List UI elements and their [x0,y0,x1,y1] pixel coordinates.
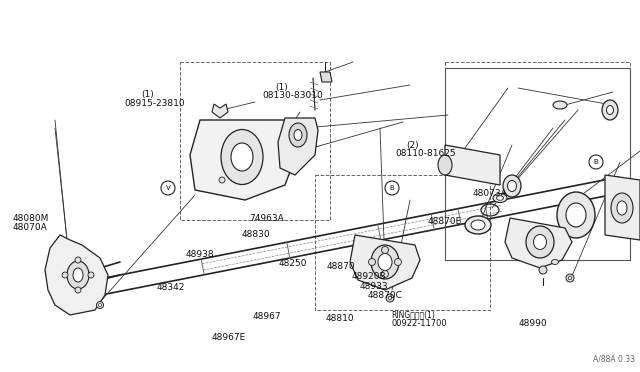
Text: 08915-23810: 08915-23810 [125,99,186,108]
Text: (2): (2) [406,141,419,150]
Ellipse shape [386,294,394,302]
Ellipse shape [378,253,392,270]
Text: V: V [166,185,170,191]
Ellipse shape [557,192,595,238]
Polygon shape [320,72,332,82]
Text: (1): (1) [275,83,288,92]
Polygon shape [212,104,228,118]
Ellipse shape [607,106,614,115]
Text: 08110-81625: 08110-81625 [396,149,456,158]
Text: 48870E: 48870E [428,217,462,226]
Text: 48938: 48938 [186,250,214,259]
Ellipse shape [371,245,399,279]
Ellipse shape [75,257,81,263]
Ellipse shape [503,175,521,197]
Ellipse shape [231,143,253,171]
Ellipse shape [534,234,547,250]
Text: 48933: 48933 [360,282,388,291]
Ellipse shape [381,270,388,278]
Ellipse shape [526,226,554,258]
Text: 48342: 48342 [157,283,185,292]
Ellipse shape [497,196,504,200]
Ellipse shape [602,100,618,120]
Text: 48080M: 48080M [13,214,49,223]
Ellipse shape [553,101,567,109]
Text: 48870C: 48870C [368,291,403,300]
Text: 48073A: 48073A [472,189,507,198]
Text: 48810: 48810 [325,314,354,323]
Ellipse shape [508,180,516,192]
Text: 48830: 48830 [242,230,271,239]
Text: B: B [390,185,394,191]
Ellipse shape [568,276,572,280]
Ellipse shape [566,203,586,227]
Text: (1): (1) [141,90,154,99]
Ellipse shape [493,193,507,202]
Text: A/88A 0.33: A/88A 0.33 [593,355,635,364]
Polygon shape [605,175,640,240]
Text: RINGリング(1): RINGリング(1) [392,310,436,319]
Polygon shape [278,118,318,175]
Text: B: B [594,159,598,165]
Ellipse shape [219,177,225,183]
Text: 48250: 48250 [278,259,307,267]
Text: 00922-11700: 00922-11700 [392,319,447,328]
Ellipse shape [471,220,485,230]
Ellipse shape [369,259,376,266]
Ellipse shape [438,155,452,175]
Ellipse shape [539,266,547,274]
Ellipse shape [388,296,392,300]
Ellipse shape [294,129,302,141]
Polygon shape [445,145,500,185]
Polygon shape [350,235,420,290]
Ellipse shape [99,304,102,307]
Text: 48870: 48870 [326,262,355,271]
Text: 48967E: 48967E [211,333,246,342]
Text: 48967: 48967 [253,312,282,321]
Ellipse shape [465,216,491,234]
Ellipse shape [221,129,263,185]
Text: 48070A: 48070A [13,223,47,232]
Ellipse shape [88,272,94,278]
Ellipse shape [394,259,401,266]
Ellipse shape [97,301,104,308]
Text: 48990: 48990 [518,319,547,328]
Ellipse shape [289,123,307,147]
Ellipse shape [611,193,633,223]
Polygon shape [45,235,108,315]
Polygon shape [190,120,300,200]
Ellipse shape [617,201,627,215]
Ellipse shape [552,260,559,264]
Text: 48920B: 48920B [352,272,387,281]
Ellipse shape [62,272,68,278]
Text: 08130-83010: 08130-83010 [262,91,323,100]
Text: 74963A: 74963A [250,214,284,223]
Polygon shape [505,218,572,268]
Ellipse shape [75,287,81,293]
Ellipse shape [73,268,83,282]
Ellipse shape [381,247,388,253]
Ellipse shape [566,274,574,282]
Ellipse shape [67,261,89,289]
